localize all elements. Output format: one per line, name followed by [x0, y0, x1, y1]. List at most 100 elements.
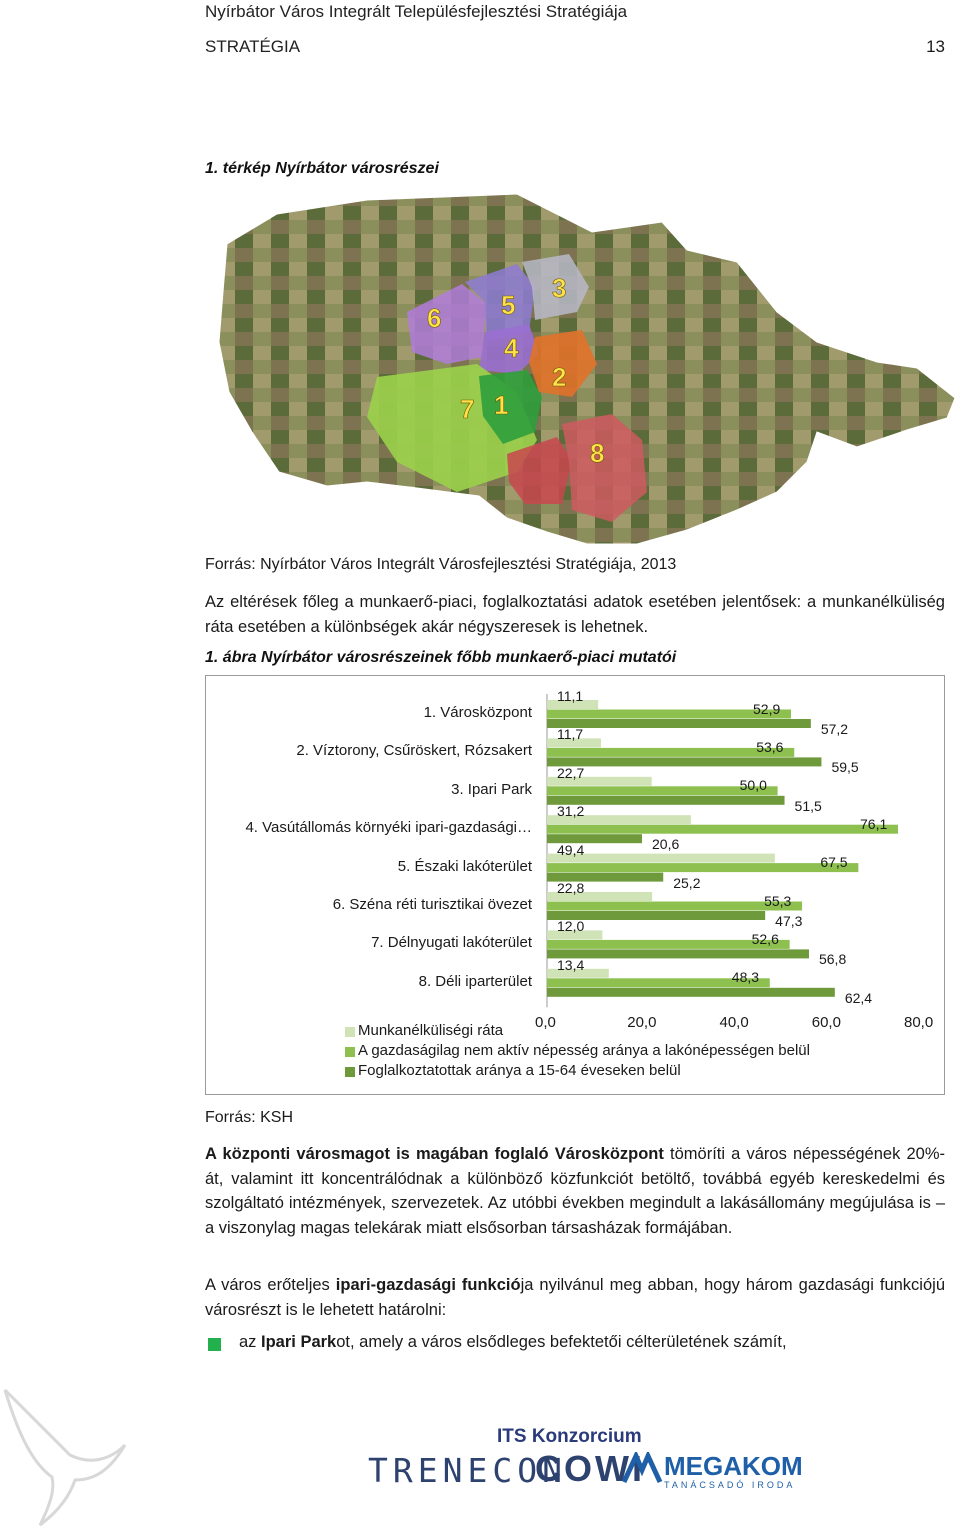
bar-series-0 — [547, 930, 603, 940]
paragraph-city-center-rest: tömöríti a város népességének 20%-át, va… — [205, 1145, 945, 1237]
data-label: 12,0 — [557, 918, 585, 935]
bar-series-2 — [547, 795, 785, 805]
bar-series-0 — [547, 776, 652, 786]
chart-source: Forrás: KSH — [205, 1109, 294, 1126]
data-label: 52,9 — [753, 700, 781, 717]
data-label: 52,6 — [751, 930, 779, 947]
data-label: 50,0 — [739, 777, 767, 794]
district-2-area — [529, 330, 597, 397]
x-tick-label: 0,0 — [535, 1014, 556, 1031]
bar-series-0 — [547, 700, 599, 709]
bar-series-2 — [547, 872, 664, 882]
legend-label-inactive: A gazdaságilag nem aktív népesség aránya… — [358, 1042, 810, 1059]
bar-series-1 — [547, 747, 795, 757]
bullet-item-ipari-park: az Ipari Parkot, amely a város elsődlege… — [239, 1333, 787, 1352]
district-1-area — [479, 370, 542, 444]
bar-chart: 1. Városközpont 11,1 52,9 57,2 2. Víztorony,… — [206, 676, 944, 1094]
data-label: 53,6 — [756, 738, 784, 755]
category-label: 2. Víztorony, Csűröskert, Rózsakert — [296, 742, 532, 760]
district-5-area — [465, 264, 535, 342]
data-label: 57,2 — [820, 721, 849, 737]
data-label: 67,5 — [820, 854, 848, 871]
category-label: 1. Városközpont — [423, 704, 532, 721]
chart-caption: 1. ábra Nyírbátor városrészeinek főbb mu… — [205, 649, 677, 666]
category-label: 6. Széna réti turisztikai övezet — [332, 896, 532, 913]
bar-series-2 — [547, 911, 766, 920]
bar-series-1 — [547, 901, 803, 911]
data-label: 62,4 — [844, 989, 873, 1006]
map-label-6: 6 — [427, 303, 441, 333]
paragraph-city-center: A központi városmagot is magában foglaló… — [205, 1142, 945, 1240]
map-source: Forrás: Nyírbátor Város Integrált Városf… — [205, 556, 677, 573]
data-label: 13,4 — [557, 956, 585, 973]
bird-watermark-icon — [3, 1388, 127, 1527]
category-label: 5. Északi lakóterület — [397, 857, 532, 875]
data-label: 59,5 — [831, 759, 859, 776]
data-label: 20,6 — [652, 836, 680, 853]
category-label: 7. Délnyugati lakóterület — [371, 934, 532, 952]
bar-series-0 — [547, 968, 609, 978]
bar-series-0 — [547, 815, 691, 825]
bar-series-1 — [547, 786, 778, 796]
data-label: 47,3 — [775, 913, 803, 929]
bar-series-0 — [547, 738, 601, 748]
consortium-title: ITS Konzorcium — [497, 1426, 642, 1447]
bar-series-2 — [547, 987, 835, 997]
bar-series-1 — [547, 863, 859, 873]
bullet-part1: az — [239, 1333, 262, 1351]
legend-label-employed: Foglalkoztatottak aránya a 15-64 éveseke… — [358, 1062, 681, 1079]
megakom-logo: MEGAKOM — [664, 1451, 803, 1481]
data-label: 22,8 — [557, 880, 585, 896]
legend-swatch-employed — [345, 1067, 355, 1077]
section-title: STRATÉGIA — [205, 37, 301, 56]
data-label: 51,5 — [794, 797, 822, 814]
data-label: 55,3 — [764, 892, 792, 909]
trenecon-logo: TRENECON — [368, 1451, 567, 1490]
bar-series-1 — [547, 939, 790, 949]
bullet-square-icon — [208, 1338, 221, 1351]
bar-series-1 — [547, 978, 770, 988]
x-tick-label: 40,0 — [719, 1014, 749, 1031]
x-tick-label: 80,0 — [904, 1014, 934, 1031]
map-label-2: 2 — [552, 362, 566, 392]
x-tick-label: 60,0 — [811, 1014, 841, 1031]
legend-swatch-unemployment — [345, 1027, 355, 1037]
district-6-area — [407, 284, 487, 364]
cowi-logo: COWI — [535, 1448, 645, 1489]
map-caption: 1. térkép Nyírbátor városrészei — [205, 160, 439, 177]
data-label: 56,8 — [818, 951, 847, 968]
paragraph-industrial-part1: A város erőteljes — [205, 1276, 336, 1294]
district-3-area — [522, 254, 589, 320]
data-label: 49,4 — [557, 841, 585, 858]
data-label: 31,2 — [557, 803, 585, 820]
category-label: 4. Vasútállomás környéki ipari-gazdasági… — [245, 819, 532, 837]
bullet-bold: Ipari Park — [261, 1333, 337, 1351]
bar-series-2 — [547, 757, 822, 767]
map-label-8: 8 — [590, 438, 604, 468]
x-tick-label: 20,0 — [627, 1014, 657, 1031]
paragraph-industrial-bold: ipari-gazdasági funkció — [335, 1276, 521, 1294]
category-label: 8. Déli iparterület — [418, 972, 532, 990]
megakom-logo-mark-icon — [622, 1452, 663, 1484]
legend-label-unemployment: Munkanélküliségi ráta — [358, 1022, 504, 1039]
data-label: 11,1 — [557, 688, 584, 704]
data-label: 76,1 — [860, 815, 888, 832]
paragraph-industrial: A város erőteljes ipari-gazdasági funkci… — [205, 1273, 945, 1322]
district-8-area — [562, 414, 647, 522]
bar-series-0 — [547, 892, 653, 901]
data-label: 11,7 — [557, 726, 584, 743]
legend-swatch-inactive — [345, 1047, 355, 1057]
bar-series-1 — [547, 709, 792, 719]
bar-chart-svg — [546, 694, 899, 1008]
bar-series-2 — [547, 719, 811, 728]
bar-series-1 — [547, 824, 899, 834]
map-label-4: 4 — [504, 333, 519, 363]
megakom-subtitle: TANÁCSADÓ IRODA — [664, 1480, 796, 1490]
bar-series-0 — [547, 853, 775, 863]
chart-frame: 1. Városközpont 11,1 52,9 57,2 2. Víztorony,… — [205, 675, 945, 1095]
paragraph-industrial-part2: ja nyilvánul meg abban, hogy három gazda… — [205, 1276, 945, 1319]
data-label: 25,2 — [673, 874, 701, 891]
bar-series-2 — [547, 834, 643, 844]
map-label-5: 5 — [501, 290, 515, 320]
bullet-part2: ot, amely a város elsődleges befektetői … — [336, 1333, 787, 1351]
